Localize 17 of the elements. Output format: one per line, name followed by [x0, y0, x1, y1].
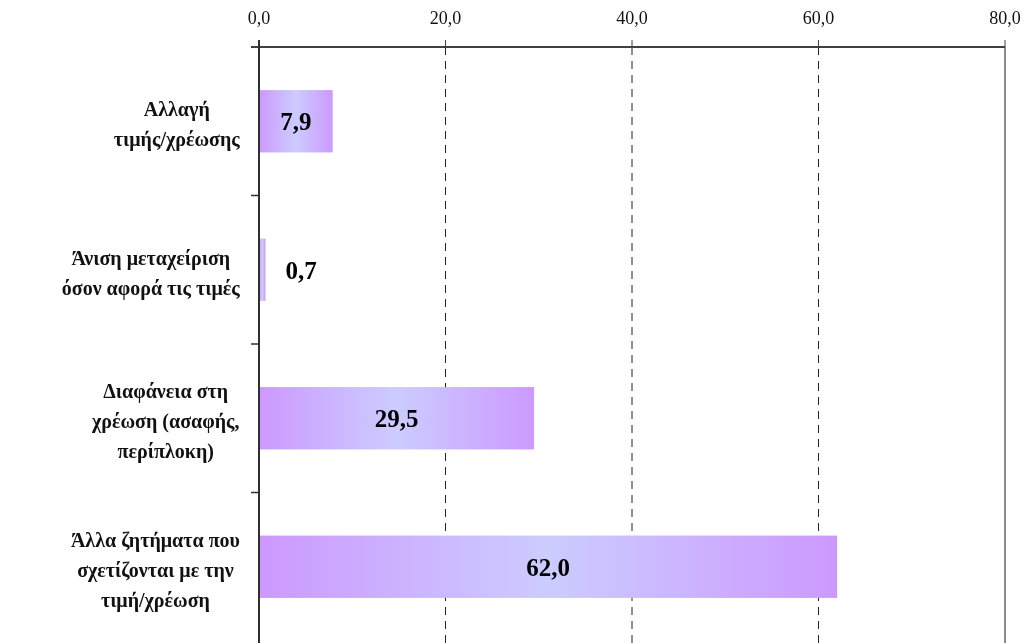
- bar: [259, 90, 333, 153]
- y-tick-label: Διαφάνεια στη χρέωση (ασαφής, περίπλοκη): [91, 380, 240, 464]
- x-tick-label: 0,0: [247, 8, 271, 28]
- data-label: 29,5: [374, 405, 419, 433]
- data-label: 7,9: [280, 108, 312, 136]
- bar: [259, 387, 535, 450]
- data-label: 0,7: [285, 256, 317, 284]
- x-tick-label: 20,0: [429, 8, 462, 28]
- bar: [259, 238, 266, 301]
- bar: [259, 535, 838, 598]
- data-label: 62,0: [526, 553, 570, 581]
- x-tick-label: 40,0: [616, 8, 648, 28]
- y-tick-label: Αλλαγή τιμής/χρέωσης: [113, 98, 241, 152]
- x-tick-label: 80,0: [989, 8, 1021, 28]
- y-tick-label: Άλλα ζητήματα που σχετίζονται με την τιμή/χρέωση: [70, 528, 240, 612]
- x-tick-label: 60,0: [802, 8, 835, 28]
- y-tick-label: Άνιση μεταχείριση όσον αφορά τις τιμές: [61, 246, 241, 300]
